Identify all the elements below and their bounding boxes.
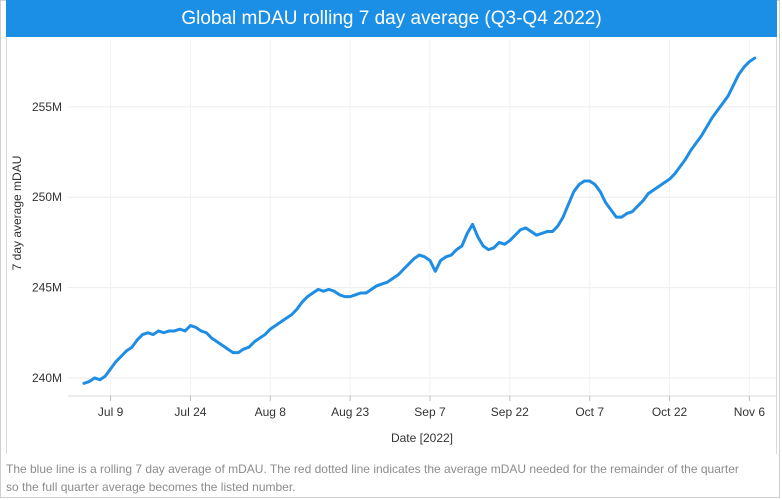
y-tick-label: 245M [32,281,62,295]
y-axis: 240M 245M 250M 255M [32,100,62,385]
x-axis: Jul 9 Jul 24 Aug 8 Aug 23 Sep 7 Sep 22 Oct 7 Oc… [68,395,776,419]
grid-lines [68,40,776,396]
x-tick-label: Nov 6 [734,405,766,419]
plot-frame [6,37,777,454]
chart-title-bar: Global mDAU rolling 7 day average (Q3-Q4… [6,0,777,37]
y-tick-label: 250M [32,190,62,204]
x-tick-label: Sep 7 [414,405,446,419]
x-tick-label: Oct 22 [652,405,688,419]
x-tick-label: Jul 9 [98,405,124,419]
x-tick-label: Aug 8 [255,405,287,419]
y-axis-title: 7 day average mDAU [10,156,24,271]
series-line [82,56,757,385]
y-tick-label: 240M [32,371,62,385]
x-axis-title: Date [2022] [391,431,453,445]
x-tick-label: Sep 22 [491,405,529,419]
y-tick-label: 255M [32,100,62,114]
x-tick-label: Oct 7 [575,405,604,419]
line-chart: Jul 9 Jul 24 Aug 8 Aug 23 Sep 7 Sep 22 Oct 7 Oc… [10,40,776,445]
series-points [82,57,756,385]
x-tick-label: Aug 23 [331,405,369,419]
chart-title: Global mDAU rolling 7 day average (Q3-Q4… [181,7,602,29]
caption-line-1: The blue line is a rolling 7 day average… [6,462,739,476]
x-tick-label: Jul 24 [174,405,206,419]
caption-line-2: so the full quarter average becomes the … [6,480,296,494]
chart-caption: The blue line is a rolling 7 day average… [6,460,778,496]
